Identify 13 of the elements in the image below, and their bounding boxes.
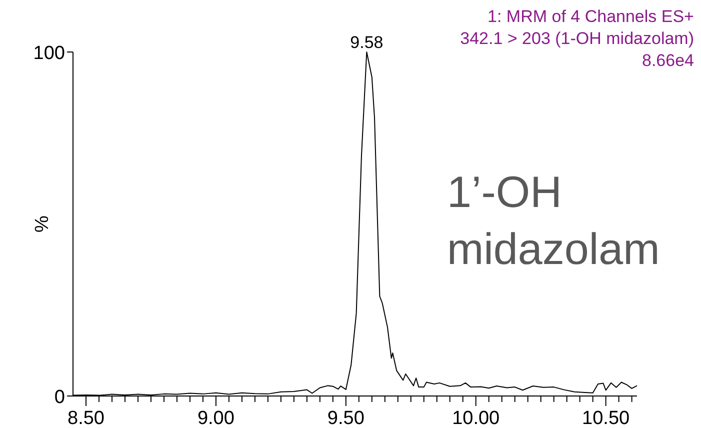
x-tick-label: 8.50 xyxy=(68,408,104,428)
x-tick-label: 9.50 xyxy=(327,408,364,428)
y-tick-label: 100 xyxy=(33,43,65,64)
annotation: 9.58 xyxy=(350,33,384,52)
text: 8.66e4 xyxy=(642,51,694,70)
y-tick-label: 0 xyxy=(54,387,65,408)
x-tick-label: 10.00 xyxy=(452,408,500,428)
chart-title: 1: MRM of 4 Channels ES+ xyxy=(488,7,694,26)
x-tick-label: 9.00 xyxy=(197,408,234,428)
y-axis-title: % xyxy=(32,215,53,232)
chart-subtitle: 342.1 > 203 (1-OH midazolam) xyxy=(460,29,694,48)
x-tick-label: 10.50 xyxy=(582,408,630,428)
annotation: 1’-OH midazolam xyxy=(447,168,660,274)
